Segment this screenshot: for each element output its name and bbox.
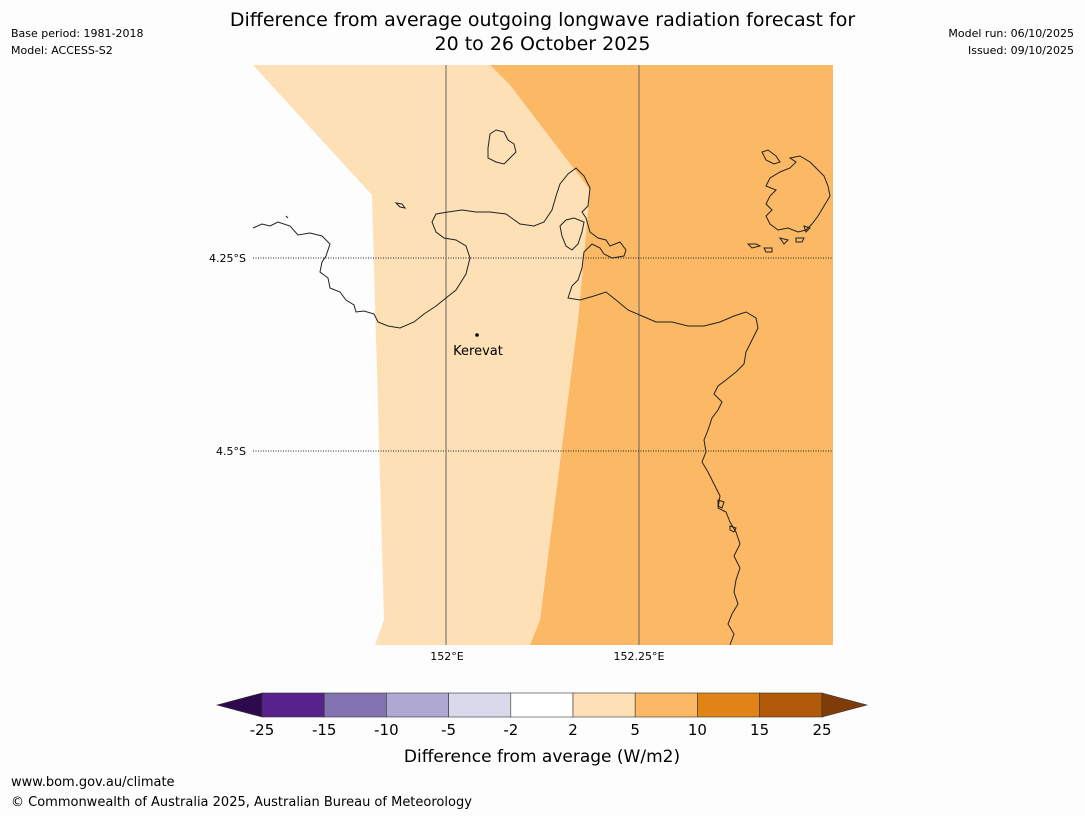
footer-copyright: © Commonwealth of Australia 2025, Austra…: [11, 795, 472, 810]
legend-swatch-5-10: [634, 692, 698, 718]
legend-label: Difference from average (W/m2): [404, 747, 680, 767]
lat-label-4-25: 4.25°S: [209, 252, 246, 265]
legend-colorbar: [215, 692, 869, 718]
legend-tick: -2: [503, 721, 518, 739]
legend-swatch--2-2: [510, 692, 574, 718]
footer-url: www.bom.gov.au/climate: [11, 775, 175, 790]
legend-extend-high: [821, 692, 869, 718]
legend-swatch-2-5: [572, 692, 636, 718]
legend-tick: -10: [374, 721, 399, 739]
legend-swatch--15--10: [323, 692, 387, 718]
legend-tick: -15: [312, 721, 337, 739]
map-band-medium: [490, 65, 833, 645]
legend-swatch--5--2: [448, 692, 512, 718]
legend-tick: 15: [750, 721, 769, 739]
issued-date: Issued: 09/10/2025: [967, 44, 1074, 57]
kerevat-marker: [475, 333, 479, 337]
legend-tick: 25: [812, 721, 831, 739]
map-band-light: [253, 65, 590, 645]
kerevat-label: Kerevat: [453, 344, 503, 359]
model-run: Model run: 06/10/2025: [948, 27, 1074, 40]
base-period: Base period: 1981-2018: [11, 27, 144, 40]
lon-label-152-25: 152.25°E: [614, 650, 665, 663]
legend-tick: -5: [441, 721, 456, 739]
title-line-2: 20 to 26 October 2025: [434, 33, 651, 55]
legend-swatch--25--15: [261, 692, 325, 718]
page-title: Difference from average outgoing longwav…: [0, 8, 1085, 56]
title-line-1: Difference from average outgoing longwav…: [229, 9, 856, 31]
legend-swatch-15-25: [759, 692, 823, 718]
model-name: Model: ACCESS-S2: [11, 44, 113, 57]
legend-tick: 2: [568, 721, 578, 739]
legend-tick: 10: [688, 721, 707, 739]
legend-swatch-10-15: [697, 692, 760, 718]
coastline: [252, 129, 831, 646]
legend-tick: 5: [630, 721, 640, 739]
legend-tick: -25: [250, 721, 275, 739]
lon-label-152: 152°E: [430, 650, 463, 663]
lat-label-4-5: 4.5°S: [216, 445, 246, 458]
legend-swatch--10--5: [386, 692, 449, 718]
legend-extend-low: [215, 692, 263, 718]
